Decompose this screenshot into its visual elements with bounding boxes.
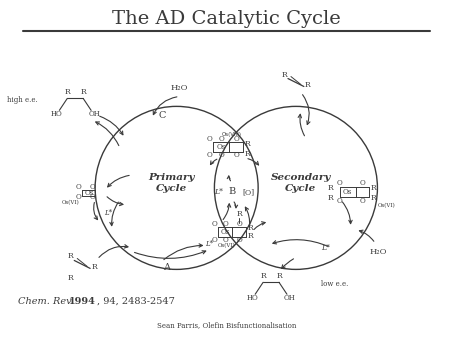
Text: O: O [219, 151, 224, 159]
Text: Secondary
Cycle: Secondary Cycle [271, 173, 331, 193]
Text: HO: HO [50, 110, 62, 118]
Text: H₂O: H₂O [370, 247, 387, 256]
Text: low e.e.: low e.e. [321, 280, 348, 288]
Text: R: R [328, 194, 334, 202]
Text: Os: Os [343, 188, 352, 196]
Text: R: R [305, 81, 311, 90]
Text: O: O [337, 197, 342, 205]
Text: Primary
Cycle: Primary Cycle [148, 173, 195, 193]
Text: R: R [371, 194, 376, 202]
Text: O: O [337, 179, 342, 187]
Text: O: O [360, 197, 365, 205]
Text: H₂O: H₂O [171, 84, 189, 93]
Text: R: R [328, 184, 334, 192]
Text: O: O [212, 220, 217, 228]
Text: R: R [244, 140, 250, 148]
Text: A: A [163, 263, 170, 272]
Text: R: R [68, 274, 73, 282]
Text: Os(VI): Os(VI) [217, 243, 235, 248]
Text: high e.e.: high e.e. [7, 96, 37, 104]
Text: R: R [91, 263, 97, 271]
Text: Os(VI): Os(VI) [378, 203, 395, 208]
Text: R: R [68, 252, 73, 261]
Text: 1994: 1994 [69, 297, 96, 306]
Text: R: R [80, 89, 86, 96]
Text: O: O [207, 151, 212, 159]
Text: OH: OH [284, 294, 296, 302]
Text: O: O [222, 220, 228, 228]
Text: O: O [234, 135, 239, 143]
Text: L*: L* [205, 240, 213, 247]
Text: O: O [89, 193, 95, 201]
Text: R: R [260, 272, 266, 280]
Text: O: O [234, 151, 239, 159]
Text: O: O [360, 179, 365, 187]
Text: The AD Catalytic Cycle: The AD Catalytic Cycle [112, 10, 341, 28]
Text: Os(VIII): Os(VIII) [221, 132, 241, 137]
Text: R: R [248, 224, 253, 232]
Text: O: O [236, 236, 242, 244]
Text: L*: L* [104, 209, 112, 217]
Text: OH: OH [88, 110, 100, 118]
Text: O: O [75, 193, 81, 201]
Text: B: B [229, 187, 236, 196]
Text: R: R [371, 184, 376, 192]
Text: O: O [212, 236, 217, 244]
Text: Os(VI): Os(VI) [61, 200, 79, 206]
Text: O: O [89, 183, 95, 191]
Text: L*: L* [214, 188, 223, 196]
Text: Os: Os [217, 143, 226, 151]
Text: , 94, 2483-2547: , 94, 2483-2547 [97, 297, 175, 306]
Text: Chem. Rev.: Chem. Rev. [18, 297, 76, 306]
Text: O: O [75, 183, 81, 191]
Text: Sean Parris, Olefin Bisfunctionalisation: Sean Parris, Olefin Bisfunctionalisation [157, 321, 296, 329]
Text: O: O [207, 135, 212, 143]
Text: R: R [236, 210, 242, 218]
Text: Os: Os [85, 189, 94, 197]
Text: L*: L* [321, 244, 330, 251]
Text: O: O [236, 220, 242, 228]
Text: R: R [64, 89, 70, 96]
Text: [O]: [O] [242, 188, 254, 196]
Text: R: R [276, 272, 282, 280]
Text: HO: HO [246, 294, 258, 302]
Text: C: C [158, 111, 166, 120]
Text: Os: Os [220, 227, 230, 236]
Text: R: R [248, 232, 253, 240]
Text: R: R [281, 71, 287, 78]
Text: O: O [219, 135, 224, 143]
Text: R: R [244, 150, 250, 158]
Text: O: O [222, 236, 228, 244]
